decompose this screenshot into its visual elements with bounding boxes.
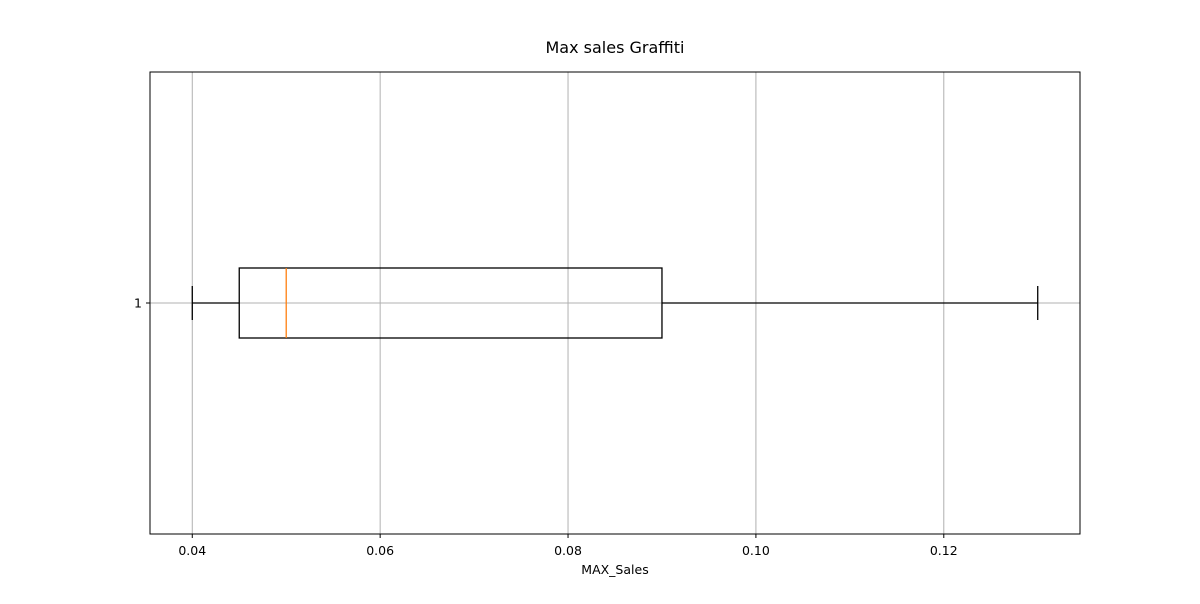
chart-title: Max sales Graffiti <box>546 38 685 57</box>
x-axis-label: MAX_Sales <box>581 562 648 577</box>
axis-ticks: 0.04 0.06 0.08 0.10 0.12 1 <box>134 296 958 559</box>
interquartile-box <box>238 267 663 339</box>
x-tick-label: 0.10 <box>742 543 770 558</box>
x-tick-label: 0.06 <box>366 543 394 558</box>
x-tick-label: 0.12 <box>930 543 958 558</box>
y-tick-label: 1 <box>134 296 142 311</box>
box-plot <box>191 267 1039 339</box>
x-tick-label: 0.08 <box>554 543 582 558</box>
x-tick-label: 0.04 <box>178 543 206 558</box>
